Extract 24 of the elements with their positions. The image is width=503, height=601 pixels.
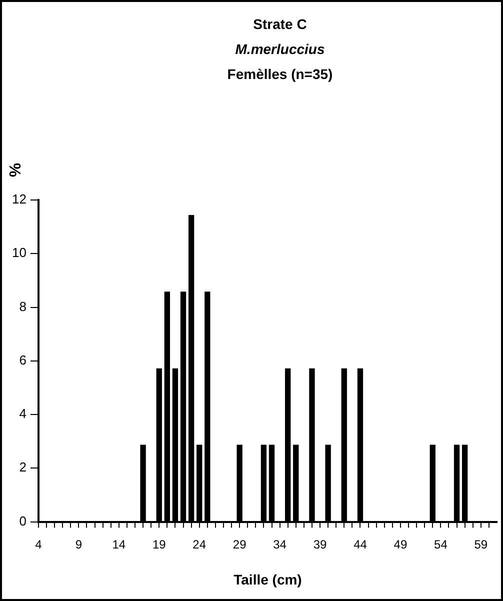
x-tick-label: 59: [474, 537, 488, 552]
y-tick-label: 2: [19, 460, 26, 475]
x-tick-label: 4: [35, 537, 42, 552]
x-tick-label: 34: [273, 537, 287, 552]
x-axis-title: Taille (cm): [234, 571, 302, 588]
text: Femèlles (n=35): [227, 66, 333, 82]
y-tick-label: 10: [12, 245, 26, 260]
y-tick-label: 12: [12, 192, 26, 207]
x-tick-label: 29: [232, 537, 247, 552]
y-tick-label: 6: [19, 352, 26, 368]
y-tick-label: 4: [19, 406, 26, 422]
y-tick-label: 8: [19, 298, 26, 314]
x-tick-label: 54: [434, 537, 448, 552]
chart-title: Strate C: [253, 16, 307, 32]
x-tick-label: 24: [192, 537, 206, 552]
chart-subtitle: M.merluccius: [235, 40, 325, 57]
x-tick-label: 44: [354, 537, 368, 552]
x-tick-label: 49: [394, 537, 408, 552]
y-axis-title: %: [7, 162, 24, 178]
x-tick-label: 9: [75, 537, 82, 552]
x-tick-label: 19: [152, 537, 166, 552]
x-tick-label: 39: [313, 537, 328, 552]
y-tick-label: 0: [19, 513, 26, 528]
x-tick-label: 14: [112, 537, 126, 552]
